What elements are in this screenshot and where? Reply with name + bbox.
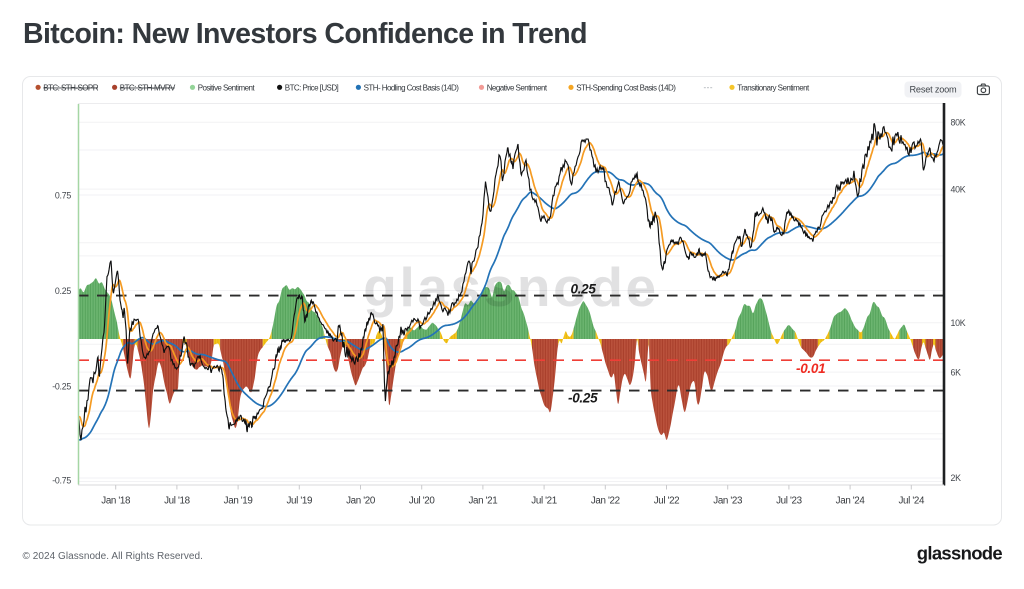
svg-text:80K: 80K	[951, 118, 966, 128]
svg-text:Reset zoom: Reset zoom	[909, 85, 957, 95]
svg-text:Jul '24: Jul '24	[899, 496, 925, 507]
svg-text:-0.75: -0.75	[52, 475, 71, 485]
svg-text:© 2024 Glassnode. All Rights R: © 2024 Glassnode. All Rights Reserved.	[23, 551, 203, 562]
svg-text:Jan '18: Jan '18	[101, 496, 131, 507]
svg-text:6K: 6K	[951, 368, 962, 378]
svg-text:BTC: STH-MVRV: BTC: STH-MVRV	[120, 83, 176, 92]
svg-text:-0.01: -0.01	[796, 361, 825, 376]
svg-text:Jan '21: Jan '21	[468, 496, 497, 507]
svg-text:0.75: 0.75	[55, 190, 71, 200]
svg-text:Jan '23: Jan '23	[713, 496, 743, 507]
svg-text:BTC: Price [USD]: BTC: Price [USD]	[285, 83, 339, 92]
svg-text:Transitionary Sentiment: Transitionary Sentiment	[737, 83, 810, 92]
svg-text:Jul '21: Jul '21	[531, 496, 557, 507]
svg-text:glassnode: glassnode	[917, 543, 1003, 564]
svg-text:Jan '19: Jan '19	[224, 496, 253, 507]
svg-text:Jul '23: Jul '23	[776, 496, 802, 507]
svg-text:Bitcoin: New Investors Confide: Bitcoin: New Investors Confidence in Tre…	[23, 18, 587, 50]
svg-text:---: ---	[704, 83, 714, 92]
svg-text:Jan '20: Jan '20	[346, 496, 376, 507]
svg-text:Negative Sentiment: Negative Sentiment	[487, 83, 548, 92]
svg-text:Positive Sentiment: Positive Sentiment	[198, 83, 256, 92]
svg-text:0.25: 0.25	[55, 286, 71, 296]
svg-text:-0.25: -0.25	[52, 381, 71, 391]
svg-text:Jul '18: Jul '18	[164, 496, 190, 507]
svg-text:40K: 40K	[951, 185, 966, 195]
svg-text:-0.25: -0.25	[568, 391, 598, 406]
svg-text:10K: 10K	[951, 318, 966, 328]
svg-text:0.25: 0.25	[571, 282, 597, 297]
svg-text:Jan '24: Jan '24	[836, 496, 866, 507]
svg-text:Jan '22: Jan '22	[591, 496, 620, 507]
svg-text:STH- Hodling Cost Basis (14D): STH- Hodling Cost Basis (14D)	[364, 83, 460, 92]
svg-text:2K: 2K	[951, 473, 962, 483]
svg-text:Jul '20: Jul '20	[409, 496, 435, 507]
svg-text:Jul '19: Jul '19	[287, 496, 313, 507]
svg-text:STH-Spending Cost Basis (14D): STH-Spending Cost Basis (14D)	[576, 83, 676, 92]
svg-text:Jul '22: Jul '22	[654, 496, 680, 507]
svg-text:glassnode: glassnode	[363, 256, 658, 318]
svg-text:BTC: STH-SOPR: BTC: STH-SOPR	[43, 83, 98, 92]
